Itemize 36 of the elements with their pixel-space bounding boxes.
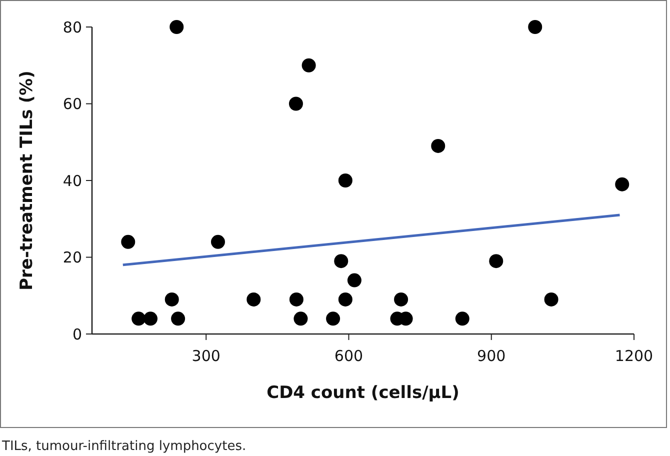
y-tick-label: 40 [62,172,82,190]
point [210,234,225,249]
point [164,292,179,306]
point [338,292,352,306]
point [171,312,186,326]
x-tick-label: 600 [334,347,364,365]
point [302,58,316,72]
point [170,20,184,34]
point [544,292,558,306]
point [132,312,146,326]
point [334,254,348,268]
point [288,96,303,111]
point [394,292,408,306]
point [289,292,304,306]
point [338,174,352,188]
x-tick-label: 900 [477,347,506,365]
x-tick-label: 1200 [614,347,654,365]
text: TILs, tumour-infiltrating lymphocytes. [1,439,246,454]
point [143,312,158,326]
y-tick-label: 20 [62,248,82,266]
point [431,138,446,153]
point [489,254,504,268]
point [326,312,340,326]
y-tick-label: 0 [72,325,82,344]
y-tick-label: 60 [62,95,82,113]
point [615,177,630,192]
point [246,292,261,306]
point [347,273,362,288]
point [528,20,542,34]
y-axis-title: Pre-treatment TILs (%) [17,70,37,290]
point [121,234,136,249]
x-axis-title: CD4 count (cells/µL) [266,383,460,403]
point [294,312,308,326]
y-tick-label: 80 [62,18,82,36]
point [455,312,470,326]
x-tick-label: 300 [192,347,220,365]
